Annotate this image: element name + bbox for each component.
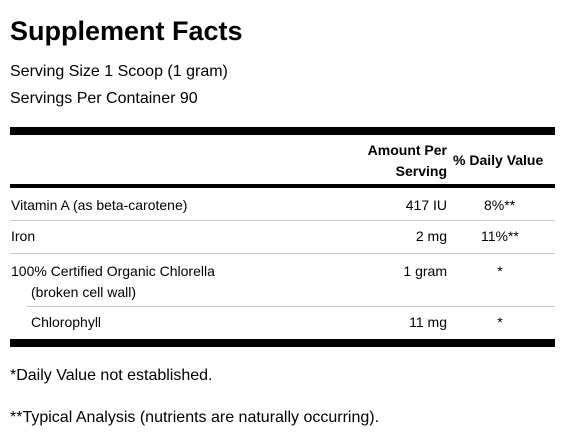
nutrient-name: Iron xyxy=(11,228,36,244)
nutrient-name: Chlorophyll xyxy=(31,314,102,330)
footnote-daily-value: *Daily Value not established. xyxy=(10,367,213,384)
nutrient-amount: 11 mg xyxy=(409,314,447,330)
row-divider xyxy=(27,306,555,307)
nutrient-amount: 417 IU xyxy=(405,197,447,213)
row-divider xyxy=(10,220,555,221)
nutrient-amount: 2 mg xyxy=(415,228,447,244)
nutrient-daily-value: * xyxy=(497,263,503,279)
nutrient-name-detail: (broken cell wall) xyxy=(31,284,137,300)
nutrient-daily-value: * xyxy=(497,314,503,330)
nutrient-amount: 1 gram xyxy=(403,263,447,279)
nutrient-name: 100% Certified Organic Chlorella xyxy=(11,263,215,279)
amount-per-serving-header: Amount Per Serving xyxy=(367,142,447,179)
top-thick-divider xyxy=(10,127,555,135)
bottom-thick-divider xyxy=(10,339,555,347)
nutrient-daily-value: 8%** xyxy=(484,197,516,213)
servings-per-container: Servings Per Container 90 xyxy=(10,90,198,107)
panel-title: Supplement Facts xyxy=(10,16,243,46)
header-divider xyxy=(10,184,555,188)
footnote-typical-analysis: **Typical Analysis (nutrients are natura… xyxy=(10,409,380,426)
nutrient-name: Vitamin A (as beta-carotene) xyxy=(11,197,188,213)
daily-value-header: % Daily Value xyxy=(453,152,544,168)
row-divider xyxy=(10,253,555,254)
serving-size: Serving Size 1 Scoop (1 gram) xyxy=(10,63,228,80)
nutrient-daily-value: 11%** xyxy=(481,228,519,244)
